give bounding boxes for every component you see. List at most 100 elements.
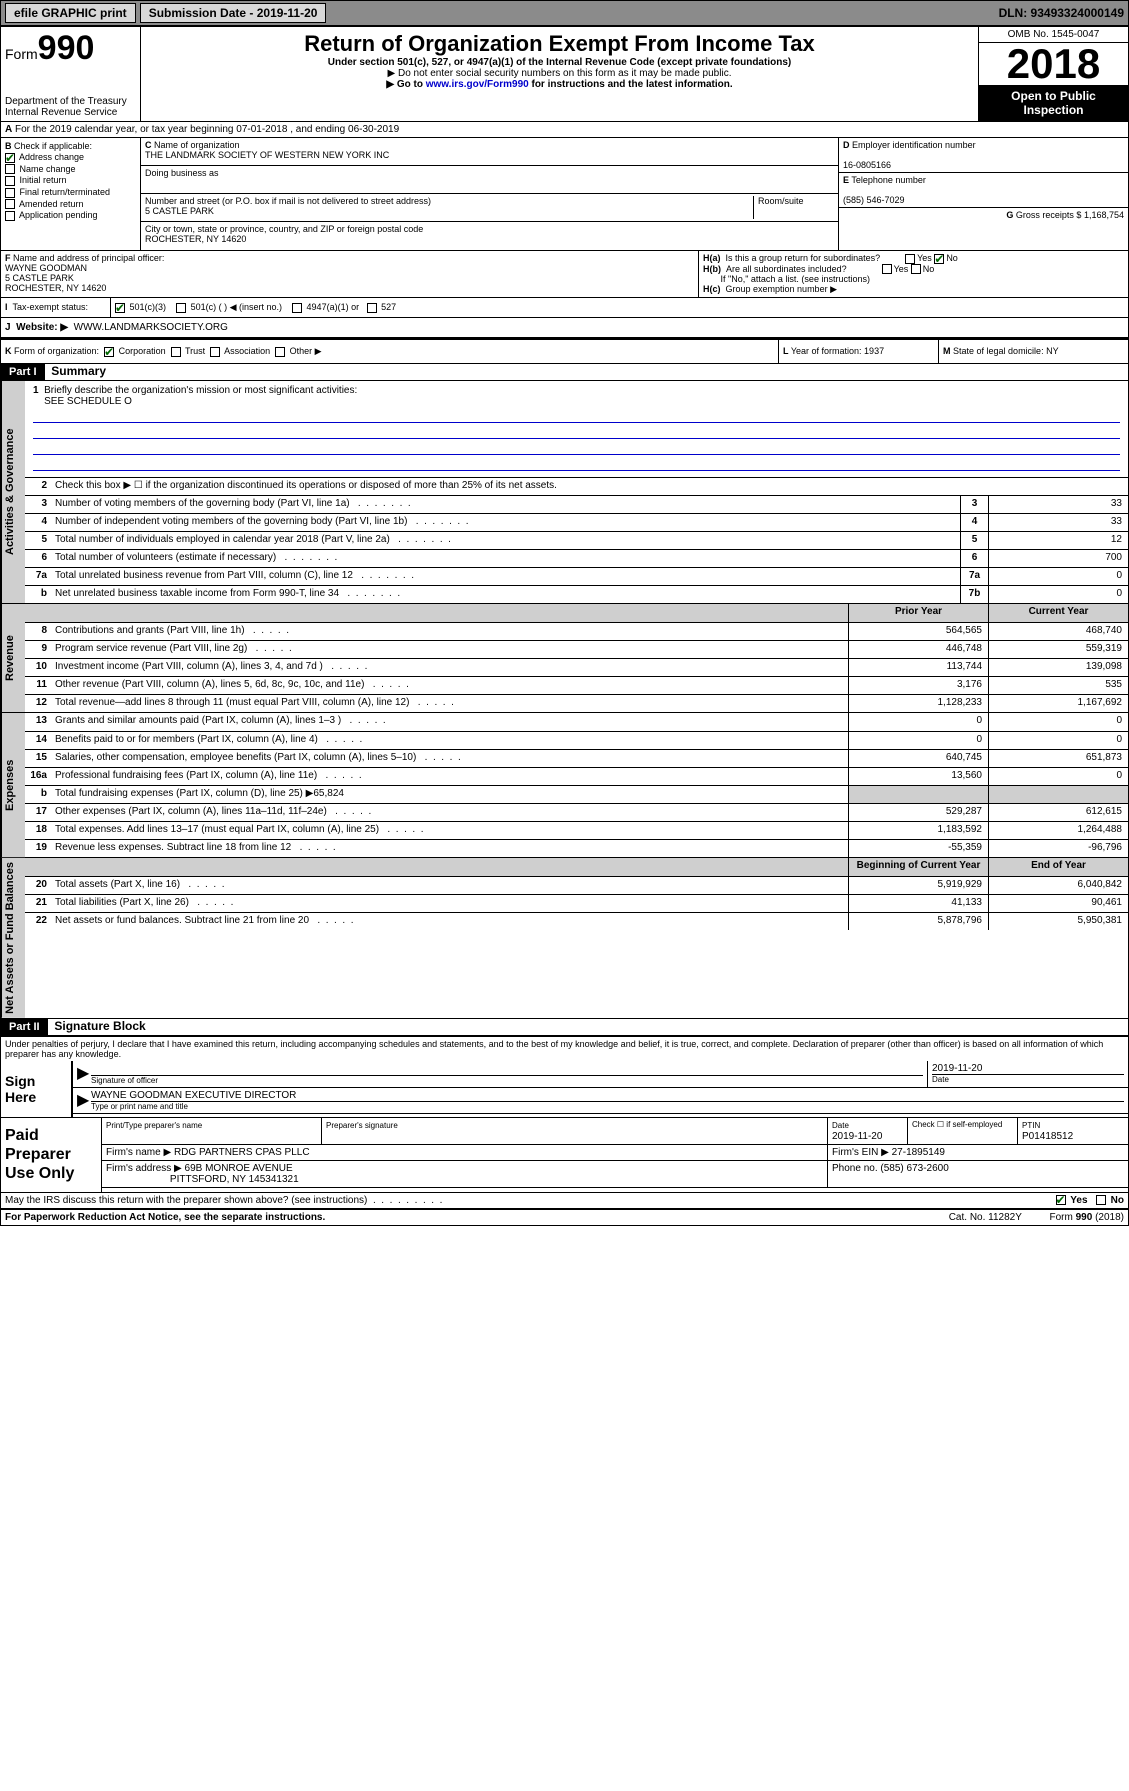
box-h-group: H(a) Is this a group return for subordin… [698,251,1128,297]
side-label-3: Net Assets or Fund Balances [1,858,25,1018]
ssn-note: ▶ Do not enter social security numbers o… [145,68,974,79]
firm-name: RDG PARTNERS CPAS PLLC [174,1147,310,1158]
summary-line-12: 12Total revenue—add lines 8 through 11 (… [25,694,1128,712]
row-j-website: J Website: ▶ WWW.LANDMARKSOCIETY.ORG [1,318,1128,338]
city-state-zip: ROCHESTER, NY 14620 [145,234,246,244]
irs-label: Internal Revenue Service [5,107,136,118]
rowk-checkbox-0[interactable] [104,347,114,357]
part-i-header: Part I [1,364,45,380]
summary-line-b: bTotal fundraising expenses (Part IX, co… [25,785,1128,803]
box-b-checkboxes: B Check if applicable: Address change Na… [1,138,141,250]
arrow-icon: ▶ [73,1088,87,1113]
ein-value: 16-0805166 [843,160,891,170]
dln-label: DLN: 93493324000149 [999,6,1124,20]
row-k-form-org: K Form of organization: Corporation Trus… [1,340,778,363]
goto-note: ▶ Go to www.irs.gov/Form990 for instruct… [145,79,974,90]
prep-phone: (585) 673-2600 [880,1163,948,1174]
year-box: OMB No. 1545-0047 2018 Open to Public In… [978,27,1128,121]
4947-checkbox[interactable] [292,303,302,313]
box-d-e-g: D Employer identification number16-08051… [838,138,1128,250]
phone-value: (585) 546-7029 [843,195,905,205]
rowk-checkbox-2[interactable] [210,347,220,357]
row-a-tax-year: A For the 2019 calendar year, or tax yea… [1,122,1128,138]
summary-line-2: 2Check this box ▶ ☐ if the organization … [25,477,1128,495]
row-i-label: I Tax-exempt status: [1,298,111,317]
row-l-year: L Year of formation: 1937 [778,340,938,363]
501c3-checkbox[interactable] [115,303,125,313]
hb-no-checkbox[interactable] [911,264,921,274]
summary-line-4: 4Number of independent voting members of… [25,513,1128,531]
perjury-declaration: Under penalties of perjury, I declare th… [1,1036,1128,1061]
firm-ein: 27-1895149 [892,1147,945,1158]
summary-line-b: bNet unrelated business taxable income f… [25,585,1128,603]
501c-checkbox[interactable] [176,303,186,313]
boxb-checkbox-5[interactable] [5,211,15,221]
rowk-checkbox-1[interactable] [171,347,181,357]
ptin-value: P01418512 [1022,1131,1073,1142]
summary-line-8: 8Contributions and grants (Part VIII, li… [25,622,1128,640]
form-id-box: Form990 Department of the Treasury Inter… [1,27,141,121]
ha-yes-checkbox[interactable] [905,254,915,264]
efile-button[interactable]: efile GRAPHIC print [5,3,136,23]
part-ii-header: Part II [1,1019,48,1035]
box-f-officer: F Name and address of principal officer:… [1,251,698,297]
hb-yes-checkbox[interactable] [882,264,892,274]
boxb-checkbox-2[interactable] [5,176,15,186]
ha-no-checkbox[interactable] [934,254,944,264]
cat-no: Cat. No. 11282Y [949,1212,1022,1223]
form-990: Form990 Department of the Treasury Inter… [0,26,1129,1226]
mission-block: 1 Briefly describe the organization's mi… [25,381,1128,477]
street-address: 5 CASTLE PARK [145,206,214,216]
boxb-checkbox-3[interactable] [5,188,15,198]
form-footer: Form 990 (2018) [1050,1212,1124,1223]
org-name: THE LANDMARK SOCIETY OF WESTERN NEW YORK… [145,150,389,160]
summary-line-21: 21Total liabilities (Part X, line 26) . … [25,894,1128,912]
side-label-1: Revenue [1,604,25,712]
form-subtitle: Under section 501(c), 527, or 4947(a)(1)… [145,57,974,68]
sign-here-label: Sign Here [1,1061,71,1117]
summary-line-9: 9Program service revenue (Part VIII, lin… [25,640,1128,658]
discuss-yes-checkbox[interactable] [1056,1195,1066,1205]
summary-line-7a: 7aTotal unrelated business revenue from … [25,567,1128,585]
discuss-no-checkbox[interactable] [1096,1195,1106,1205]
summary-line-11: 11Other revenue (Part VIII, column (A), … [25,676,1128,694]
form-title: Return of Organization Exempt From Incom… [145,31,974,57]
discuss-row: May the IRS discuss this return with the… [1,1192,1128,1208]
prep-date: 2019-11-20 [832,1131,882,1142]
officer-name: WAYNE GOODMAN [5,263,87,273]
officer-printed-name: WAYNE GOODMAN EXECUTIVE DIRECTOR [91,1090,296,1101]
summary-line-15: 15Salaries, other compensation, employee… [25,749,1128,767]
summary-line-22: 22Net assets or fund balances. Subtract … [25,912,1128,930]
sig-date: 2019-11-20 [932,1063,982,1074]
summary-line-19: 19Revenue less expenses. Subtract line 1… [25,839,1128,857]
summary-line-17: 17Other expenses (Part IX, column (A), l… [25,803,1128,821]
dept-treasury: Department of the Treasury [5,96,136,107]
summary-line-10: 10Investment income (Part VIII, column (… [25,658,1128,676]
rowk-checkbox-3[interactable] [275,347,285,357]
tax-exempt-options: 501(c)(3) 501(c) ( ) ◀ (insert no.) 4947… [111,298,1128,317]
submission-date-button[interactable]: Submission Date - 2019-11-20 [140,3,327,23]
tax-year: 2018 [979,43,1128,85]
self-employed-check[interactable]: Check ☐ if self-employed [908,1118,1018,1144]
boxb-checkbox-1[interactable] [5,164,15,174]
summary-line-13: 13Grants and similar amounts paid (Part … [25,713,1128,731]
summary-line-20: 20Total assets (Part X, line 16) . . . .… [25,876,1128,894]
inspection-badge: Open to Public Inspection [979,85,1128,121]
boxb-checkbox-4[interactable] [5,199,15,209]
form-title-box: Return of Organization Exempt From Incom… [141,27,978,121]
paid-preparer-label: Paid Preparer Use Only [1,1118,101,1192]
summary-line-16a: 16aProfessional fundraising fees (Part I… [25,767,1128,785]
summary-line-5: 5Total number of individuals employed in… [25,531,1128,549]
pra-notice: For Paperwork Reduction Act Notice, see … [5,1212,325,1223]
part-ii-title: Signature Block [50,1017,149,1035]
row-m-state: M State of legal domicile: NY [938,340,1128,363]
boxb-checkbox-0[interactable] [5,153,15,163]
irs-link[interactable]: www.irs.gov/Form990 [426,79,529,90]
firm-address: 69B MONROE AVENUE [185,1163,293,1174]
website-url: WWW.LANDMARKSOCIETY.ORG [74,322,228,333]
summary-line-14: 14Benefits paid to or for members (Part … [25,731,1128,749]
gross-receipts: 1,168,754 [1084,210,1124,220]
summary-line-18: 18Total expenses. Add lines 13–17 (must … [25,821,1128,839]
part-i-title: Summary [47,362,110,380]
527-checkbox[interactable] [367,303,377,313]
